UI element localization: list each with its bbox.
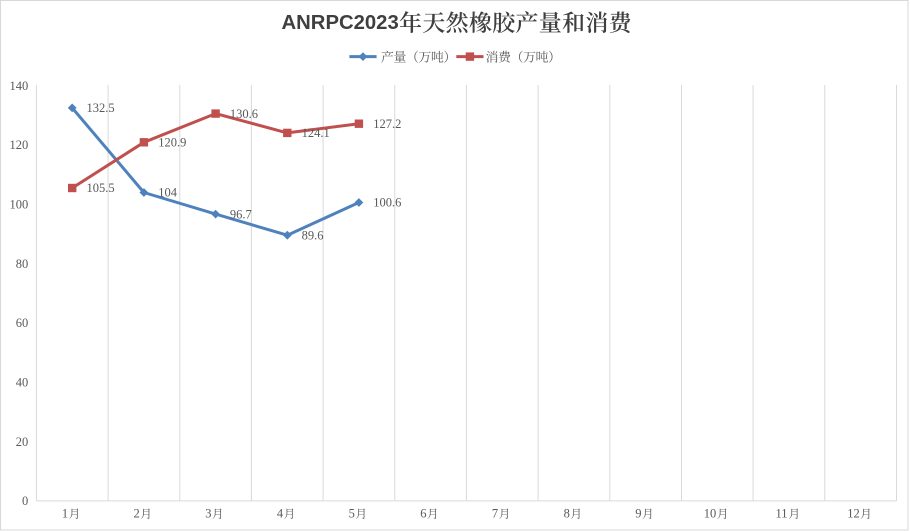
svg-text:4: 4 — [277, 507, 284, 521]
svg-text:6: 6 — [420, 507, 426, 521]
svg-text:132.5: 132.5 — [87, 101, 115, 115]
svg-text:120.9: 120.9 — [158, 136, 186, 150]
svg-text:9: 9 — [635, 507, 641, 521]
svg-text:130.6: 130.6 — [230, 107, 258, 121]
svg-text:11: 11 — [776, 507, 788, 521]
svg-text:96.7: 96.7 — [230, 207, 252, 221]
svg-text:124.1: 124.1 — [302, 126, 330, 140]
svg-text:10: 10 — [704, 507, 717, 521]
svg-text:2: 2 — [134, 507, 140, 521]
svg-text:5: 5 — [349, 507, 355, 521]
svg-text:40: 40 — [16, 376, 29, 390]
svg-text:1: 1 — [62, 507, 68, 521]
svg-text:120: 120 — [10, 138, 29, 152]
svg-text:12: 12 — [847, 507, 860, 521]
svg-text:80: 80 — [16, 257, 29, 271]
svg-text:127.2: 127.2 — [373, 117, 401, 131]
svg-text:60: 60 — [16, 316, 29, 330]
svg-text:105.5: 105.5 — [87, 181, 115, 195]
svg-text:7: 7 — [492, 507, 498, 521]
svg-text:3: 3 — [205, 507, 211, 521]
svg-text:100.6: 100.6 — [373, 196, 401, 210]
svg-text:100: 100 — [10, 198, 29, 212]
svg-text:140: 140 — [10, 79, 29, 93]
svg-text:ANRPC2023: ANRPC2023 — [282, 12, 399, 34]
svg-text:20: 20 — [16, 435, 29, 449]
svg-text:8: 8 — [564, 507, 570, 521]
svg-text:104: 104 — [158, 186, 178, 200]
svg-text:89.6: 89.6 — [302, 228, 324, 242]
svg-text:0: 0 — [22, 494, 28, 508]
